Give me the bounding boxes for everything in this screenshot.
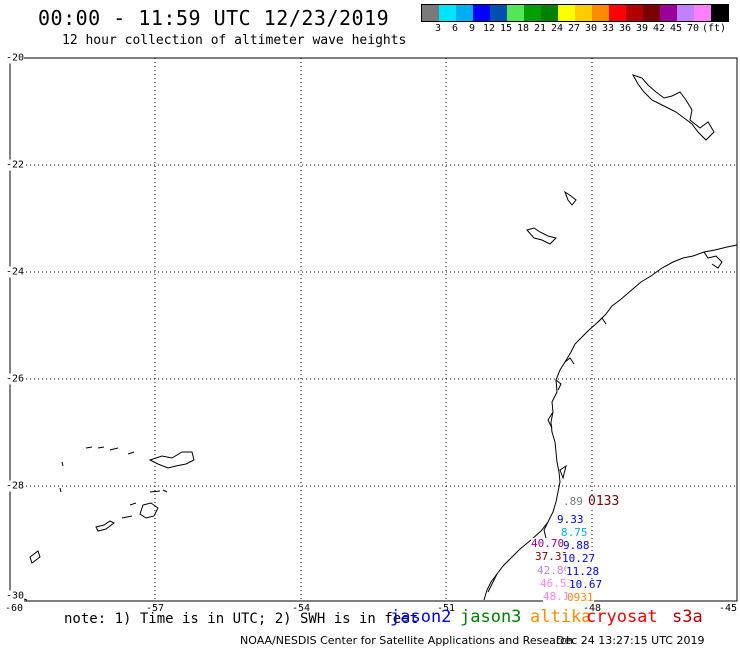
colorbar-swatch: [490, 5, 507, 21]
colorbar-label: 21: [533, 23, 547, 34]
longitude-label: -45: [718, 603, 738, 614]
wave-height-observation: 42.89: [537, 564, 571, 577]
coastline: [23, 74, 738, 601]
colorbar-swatch: [609, 5, 626, 21]
wave-height-observation: 40.70: [531, 537, 565, 550]
colorbar-label: 27: [567, 23, 581, 34]
map-frame: [9, 57, 738, 602]
colorbar-swatch: [592, 5, 609, 21]
wave-height-observation: 0931: [567, 591, 594, 604]
colorbar-swatch: [473, 5, 490, 21]
latitude-label: -28: [6, 480, 25, 492]
latitude-label: -22: [6, 159, 25, 171]
latitude-label: -24: [6, 266, 25, 278]
colorbar-swatch: [711, 5, 728, 21]
colorbar-label: 39: [635, 23, 649, 34]
colorbar-swatch: [439, 5, 456, 21]
longitude-label: -60: [4, 603, 24, 614]
wave-height-observation: 10.67: [569, 578, 603, 591]
wave-height-observation: 9.33: [557, 513, 584, 526]
colorbar-label: 45: [669, 23, 683, 34]
wave-height-observation: 10.27: [562, 552, 596, 565]
wave-height-observation: .89: [563, 495, 583, 508]
satellite-legend-altika: altika: [530, 607, 592, 627]
satellite-legend-jason3: jason3: [460, 607, 522, 627]
colorbar-swatch: [524, 5, 541, 21]
longitude-label: -48: [582, 603, 602, 614]
map-subtitle: 12 hour collection of altimeter wave hei…: [62, 33, 407, 48]
colorbar-swatch: [626, 5, 643, 21]
colorbar-label: 15: [499, 23, 513, 34]
colorbar-label: 12: [482, 23, 496, 34]
colorbar-swatch: [643, 5, 660, 21]
wave-height-observation: 8.75: [561, 526, 588, 539]
colorbar-swatch: [541, 5, 558, 21]
colorbar-swatch: [422, 5, 439, 21]
colorbar-label: 33: [601, 23, 615, 34]
graticule: [10, 58, 737, 601]
satellite-legend-s3a: s3a: [672, 607, 703, 627]
colorbar-label: 42: [652, 23, 666, 34]
latitude-label: -30: [6, 590, 25, 602]
colorbar-label: (ft): [701, 23, 727, 34]
longitude-label: -51: [436, 603, 456, 614]
satellite-legend-cryosat: cryosat: [586, 607, 658, 627]
colorbar-swatch: [456, 5, 473, 21]
wave-height-colorbar: [421, 4, 729, 22]
colorbar-label: 6: [451, 23, 459, 34]
credit-line: NOAA/NESDIS Center for Satellite Applica…: [240, 634, 574, 647]
latitude-label: -20: [6, 52, 25, 64]
latitude-label: -26: [6, 373, 25, 385]
colorbar-label: 30: [584, 23, 598, 34]
wave-height-observation: 0133: [588, 494, 620, 509]
colorbar-label: 9: [468, 23, 476, 34]
map-title: 00:00 - 11:59 UTC 12/23/2019: [38, 6, 390, 30]
colorbar-label: 70: [686, 23, 700, 34]
colorbar-label: 3: [434, 23, 442, 34]
wave-height-observation: 11.28: [566, 565, 600, 578]
colorbar-label: 36: [618, 23, 632, 34]
wave-height-observation: 9.88: [563, 539, 590, 552]
colorbar-swatch: [694, 5, 711, 21]
colorbar-swatch: [507, 5, 524, 21]
colorbar-swatch: [677, 5, 694, 21]
colorbar-swatch: [558, 5, 575, 21]
colorbar-swatch: [660, 5, 677, 21]
longitude-label: -57: [145, 603, 165, 614]
wave-height-observation: 46.53: [540, 577, 574, 590]
footer-note: note: 1) Time is in UTC; 2) SWH is in fe…: [64, 611, 419, 627]
wave-height-observation: 37.31: [535, 550, 569, 563]
longitude-label: -54: [291, 603, 311, 614]
satellite-legend-jason2: jason2: [390, 607, 452, 627]
colorbar-label: 24: [550, 23, 564, 34]
colorbar-swatch: [575, 5, 592, 21]
colorbar-label: 18: [516, 23, 530, 34]
generated-timestamp: Dec 24 13:27:15 UTC 2019: [556, 634, 705, 647]
